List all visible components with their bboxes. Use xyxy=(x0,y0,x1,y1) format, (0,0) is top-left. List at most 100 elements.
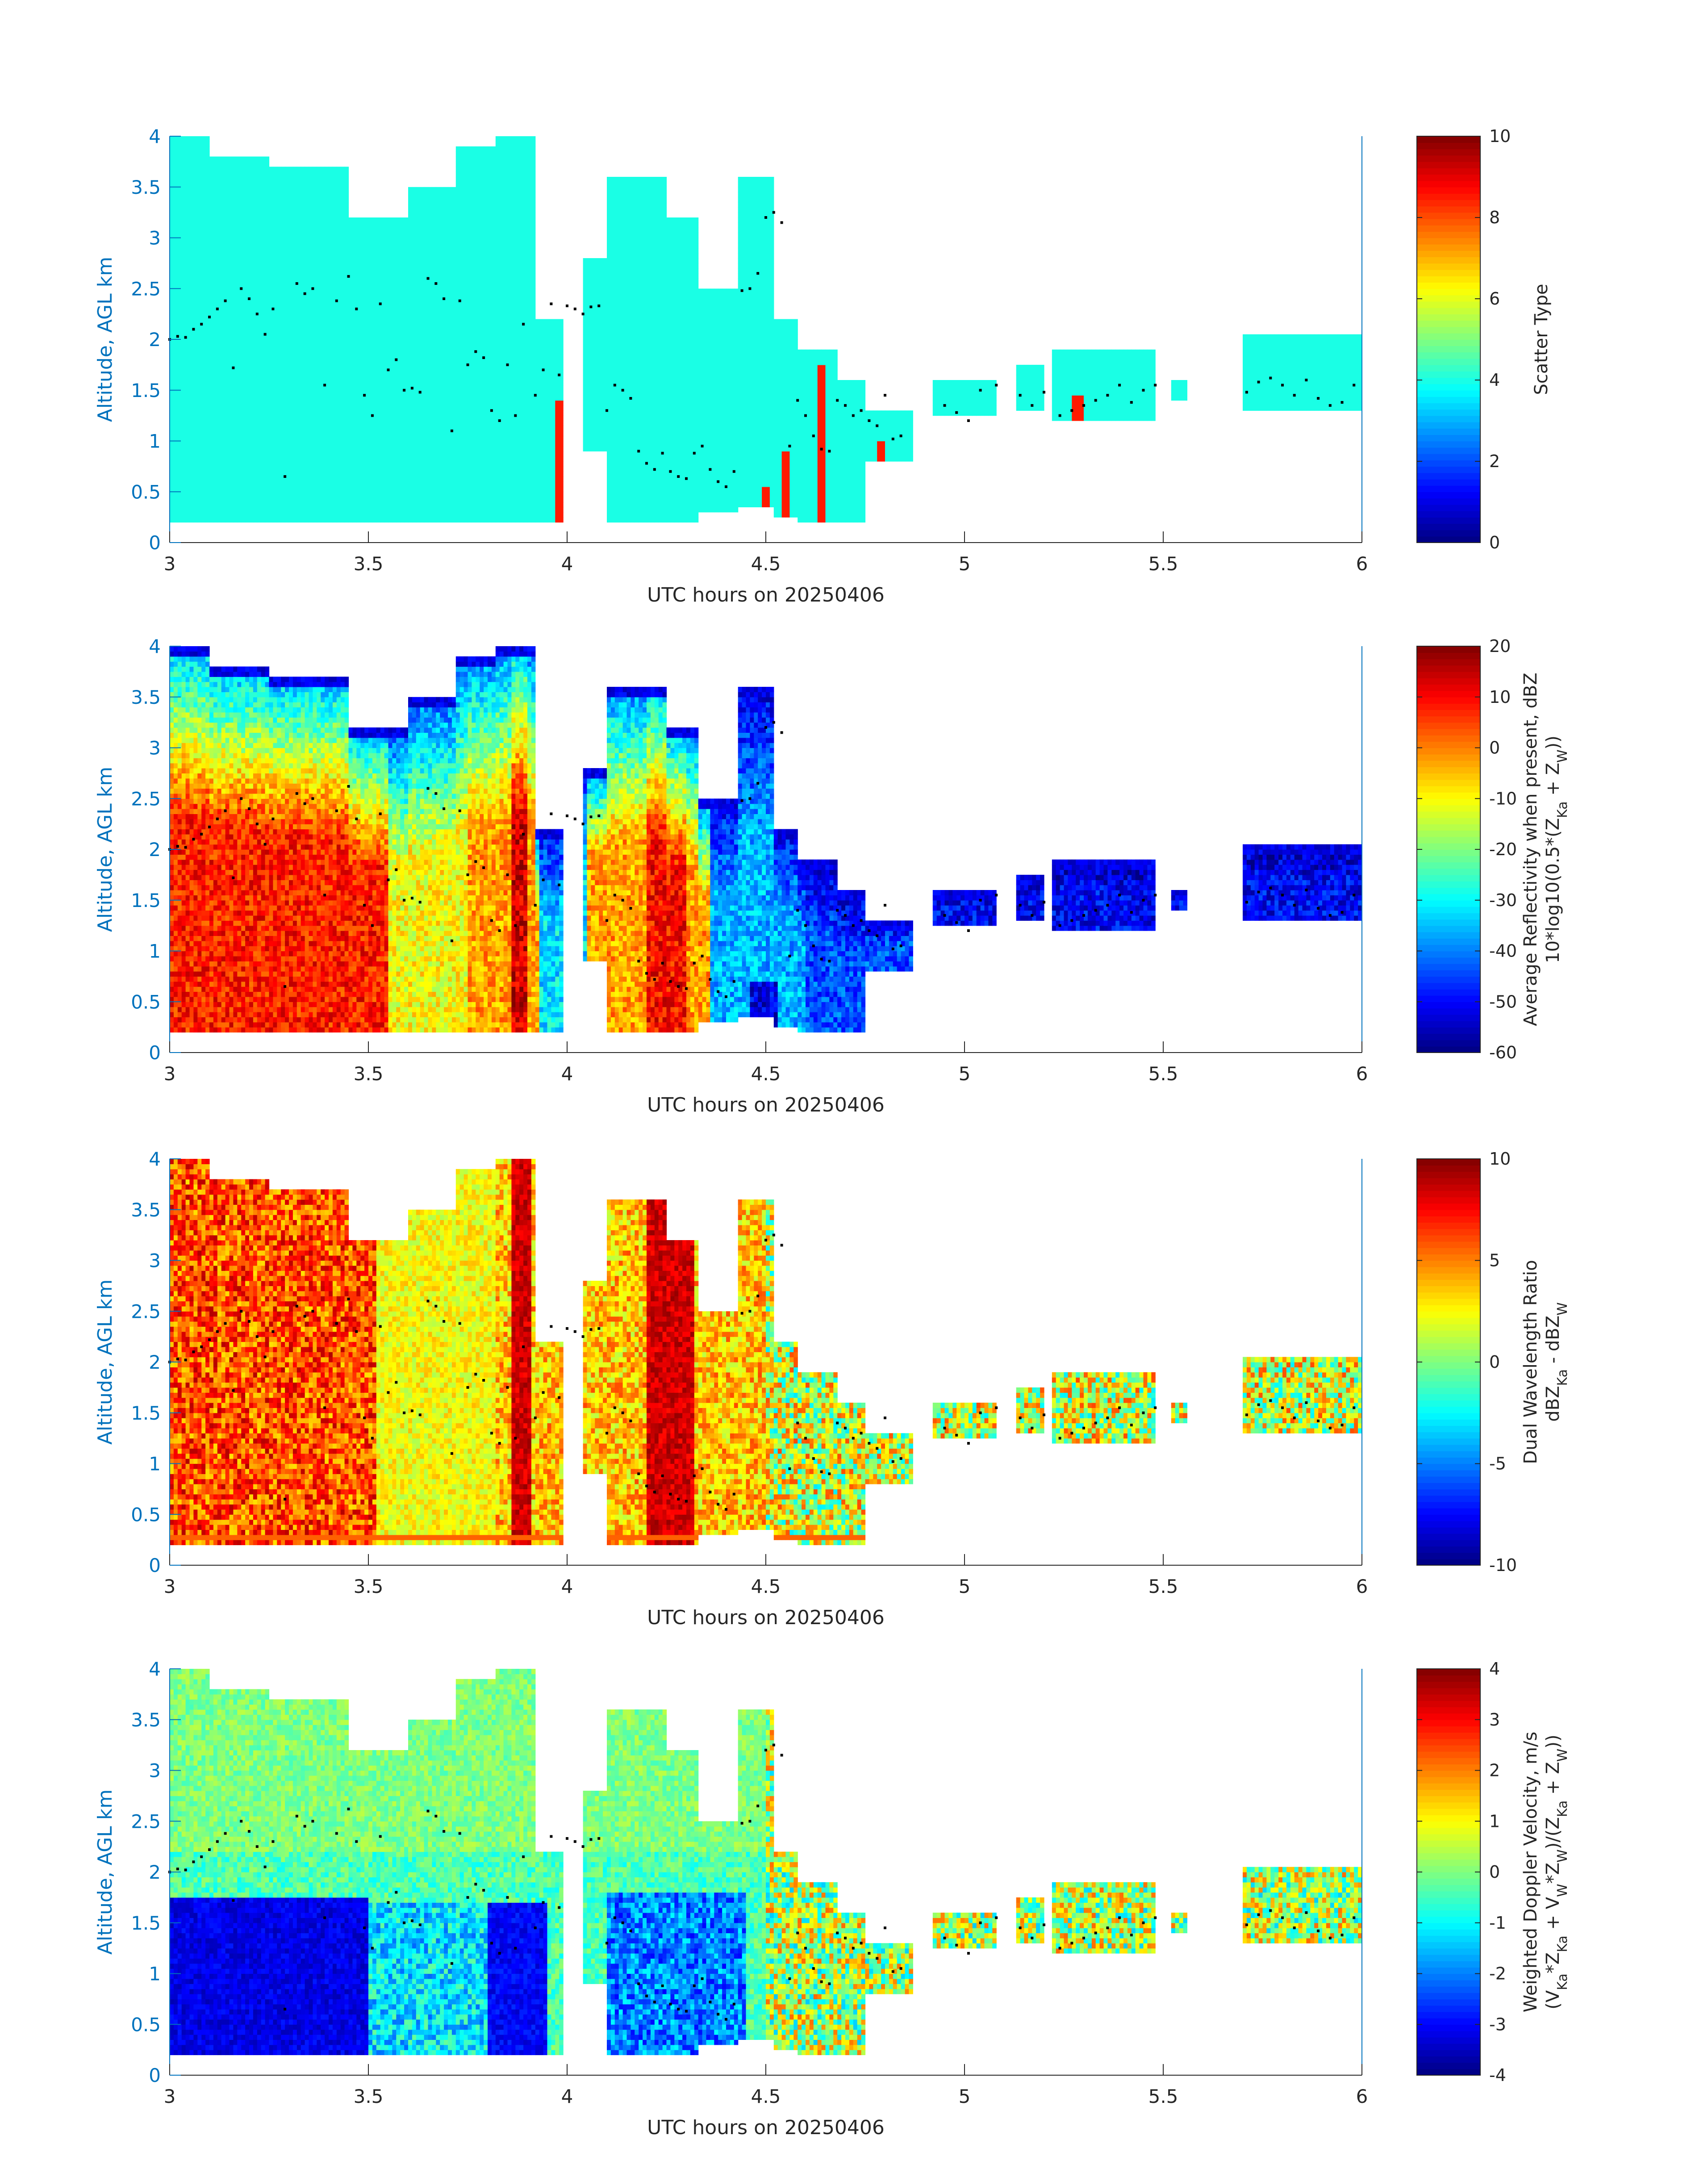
heatmap-cell xyxy=(177,288,182,294)
heatmap-cell xyxy=(177,309,182,314)
heatmap-cell xyxy=(170,380,174,385)
heatmap-cell xyxy=(170,233,174,238)
heatmap-cell xyxy=(173,456,178,462)
heatmap-cell xyxy=(177,451,182,457)
heatmap-cell xyxy=(170,304,174,309)
heatmap-cell xyxy=(177,415,182,421)
heatmap-cell xyxy=(170,400,174,406)
heatmap-cell xyxy=(170,161,174,167)
heatmap-cell xyxy=(173,238,178,243)
heatmap-cell xyxy=(173,136,178,142)
heatmap-cell xyxy=(173,355,178,360)
heatmap-cell xyxy=(170,410,174,416)
heatmap-cell xyxy=(173,227,178,233)
heatmap-cell xyxy=(170,390,174,396)
heatmap-cell xyxy=(173,426,178,431)
heatmap-cell xyxy=(170,192,174,198)
heatmap-cell xyxy=(177,355,182,360)
heatmap-cell xyxy=(177,273,182,279)
heatmap-cell xyxy=(170,288,174,294)
heatmap-cell xyxy=(177,344,182,350)
heatmap-cell xyxy=(170,253,174,259)
heatmap-cell xyxy=(173,415,178,421)
heatmap-cell xyxy=(170,441,174,447)
heatmap-cell xyxy=(177,314,182,320)
heatmap-cell xyxy=(173,441,178,447)
heatmap-cell xyxy=(170,299,174,304)
heatmap-cell xyxy=(173,253,178,259)
heatmap-cell xyxy=(170,339,174,345)
heatmap-cell xyxy=(177,395,182,401)
heatmap-cell xyxy=(170,375,174,380)
heatmap-cell xyxy=(173,202,178,208)
heatmap-cell xyxy=(173,212,178,218)
heatmap-cell xyxy=(170,293,174,299)
heatmap-cell xyxy=(177,486,182,492)
heatmap-cell xyxy=(173,171,178,177)
heatmap-cell xyxy=(173,314,178,320)
heatmap-cell xyxy=(170,309,174,314)
heatmap-cell xyxy=(173,517,178,523)
heatmap-cell xyxy=(173,187,178,192)
heatmap-cell xyxy=(173,385,178,391)
heatmap-cell xyxy=(170,415,174,421)
heatmap-cell xyxy=(177,278,182,284)
heatmap-cell xyxy=(173,471,178,477)
heatmap-cell xyxy=(173,278,178,284)
heatmap-cell xyxy=(173,370,178,376)
heatmap-cell xyxy=(170,156,174,162)
heatmap-cell xyxy=(170,502,174,507)
heatmap-cell xyxy=(170,207,174,213)
heatmap-cell xyxy=(173,461,178,467)
heatmap-cell xyxy=(173,507,178,513)
heatmap-cell xyxy=(170,349,174,355)
heatmap-cell xyxy=(173,339,178,345)
heatmap-cell xyxy=(177,304,182,309)
heatmap-cell xyxy=(170,283,174,289)
heatmap-cell xyxy=(173,466,178,472)
heatmap-cell xyxy=(170,405,174,411)
heatmap-cell xyxy=(173,375,178,380)
heatmap-cell xyxy=(170,446,174,451)
heatmap-cell xyxy=(170,146,174,152)
heatmap-cell xyxy=(177,299,182,304)
heatmap-cell xyxy=(173,217,178,223)
heatmap-cell xyxy=(177,471,182,477)
heatmap-cell xyxy=(170,492,174,497)
heatmap-cell xyxy=(170,466,174,472)
heatmap-cell xyxy=(170,329,174,335)
heatmap-cell xyxy=(177,359,182,365)
heatmap-cell xyxy=(170,217,174,223)
heatmap-cell xyxy=(173,334,178,340)
heatmap-cell xyxy=(173,263,178,269)
heatmap-cell xyxy=(170,197,174,203)
heatmap-cell xyxy=(177,421,182,426)
heatmap-cell xyxy=(173,268,178,274)
heatmap-cell xyxy=(177,380,182,385)
heatmap-cell xyxy=(170,364,174,370)
heatmap-cell xyxy=(170,177,174,182)
heatmap-cell xyxy=(170,512,174,518)
heatmap-cell xyxy=(170,202,174,208)
heatmap-cell xyxy=(173,141,178,147)
heatmap-cell xyxy=(173,405,178,411)
heatmap-cell xyxy=(170,151,174,157)
heatmap-cell xyxy=(177,400,182,406)
heatmap-cell xyxy=(173,177,178,182)
heatmap-cell xyxy=(170,476,174,482)
heatmap-cell xyxy=(170,497,174,502)
heatmap-cell xyxy=(173,486,178,492)
heatmap-cell xyxy=(173,329,178,335)
heatmap-cell xyxy=(173,161,178,167)
heatmap-cell xyxy=(173,293,178,299)
heatmap-cell xyxy=(170,456,174,462)
heatmap-cell xyxy=(173,283,178,289)
heatmap-cell xyxy=(177,293,182,299)
heatmap-cell xyxy=(177,324,182,330)
heatmap-cell xyxy=(170,248,174,254)
heatmap-cell xyxy=(173,349,178,355)
heatmap-cell xyxy=(170,268,174,274)
heatmap-cell xyxy=(173,476,178,482)
heatmap-cell xyxy=(170,171,174,177)
heatmap-cell xyxy=(173,156,178,162)
